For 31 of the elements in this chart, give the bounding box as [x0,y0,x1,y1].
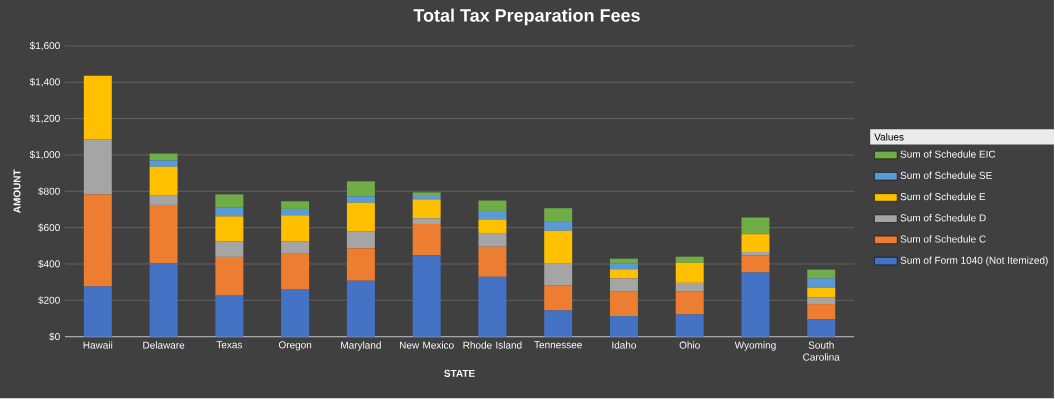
legend-label: Sum of Schedule E [900,193,986,201]
y-tick-label: $1,400 [29,78,60,87]
y-tick-label: $1,600 [29,41,60,51]
x-tick-label: Delaware [143,341,185,349]
x-tick-label: Texas [216,341,243,349]
y-tick-label: $1,200 [29,114,60,124]
chart-title: Total Tax Preparation Fees [413,8,640,26]
x-tick-label: Maryland [341,341,381,351]
y-tick-label: $400 [38,260,60,269]
x-tick-label: Ohio [679,341,700,349]
legend-title: Values [874,133,904,141]
x-tick-label: Hawaii [83,341,113,349]
y-tick-label: $0 [49,332,60,341]
y-axis-title: AMOUNT [13,169,21,214]
x-tick-label: Wyoming [734,341,776,351]
x-tick-label: Rhode Island [463,341,522,349]
x-tick-label: New Mexico [399,341,454,349]
y-tick-label: $800 [38,187,60,196]
x-tick-label: Tennessee [534,341,582,349]
y-tick-label: $200 [38,296,60,305]
legend-label: Sum of Schedule C [900,235,986,243]
legend-label: Sum of Schedule D [900,214,986,222]
y-tick-label: $600 [38,223,60,232]
legend-label: Sum of Form 1040 (Not Itemized) [900,256,1048,267]
y-tick-label: $1,000 [29,150,60,160]
legend-label: Sum of Schedule SE [900,171,992,180]
x-tick-label: South Carolina [803,341,840,361]
x-tick-label: Idaho [612,341,637,349]
x-tick-label: Oregon [278,341,312,351]
x-axis-title: STATE [444,370,475,378]
legend-label: Sum of Schedule EIC [900,150,996,158]
